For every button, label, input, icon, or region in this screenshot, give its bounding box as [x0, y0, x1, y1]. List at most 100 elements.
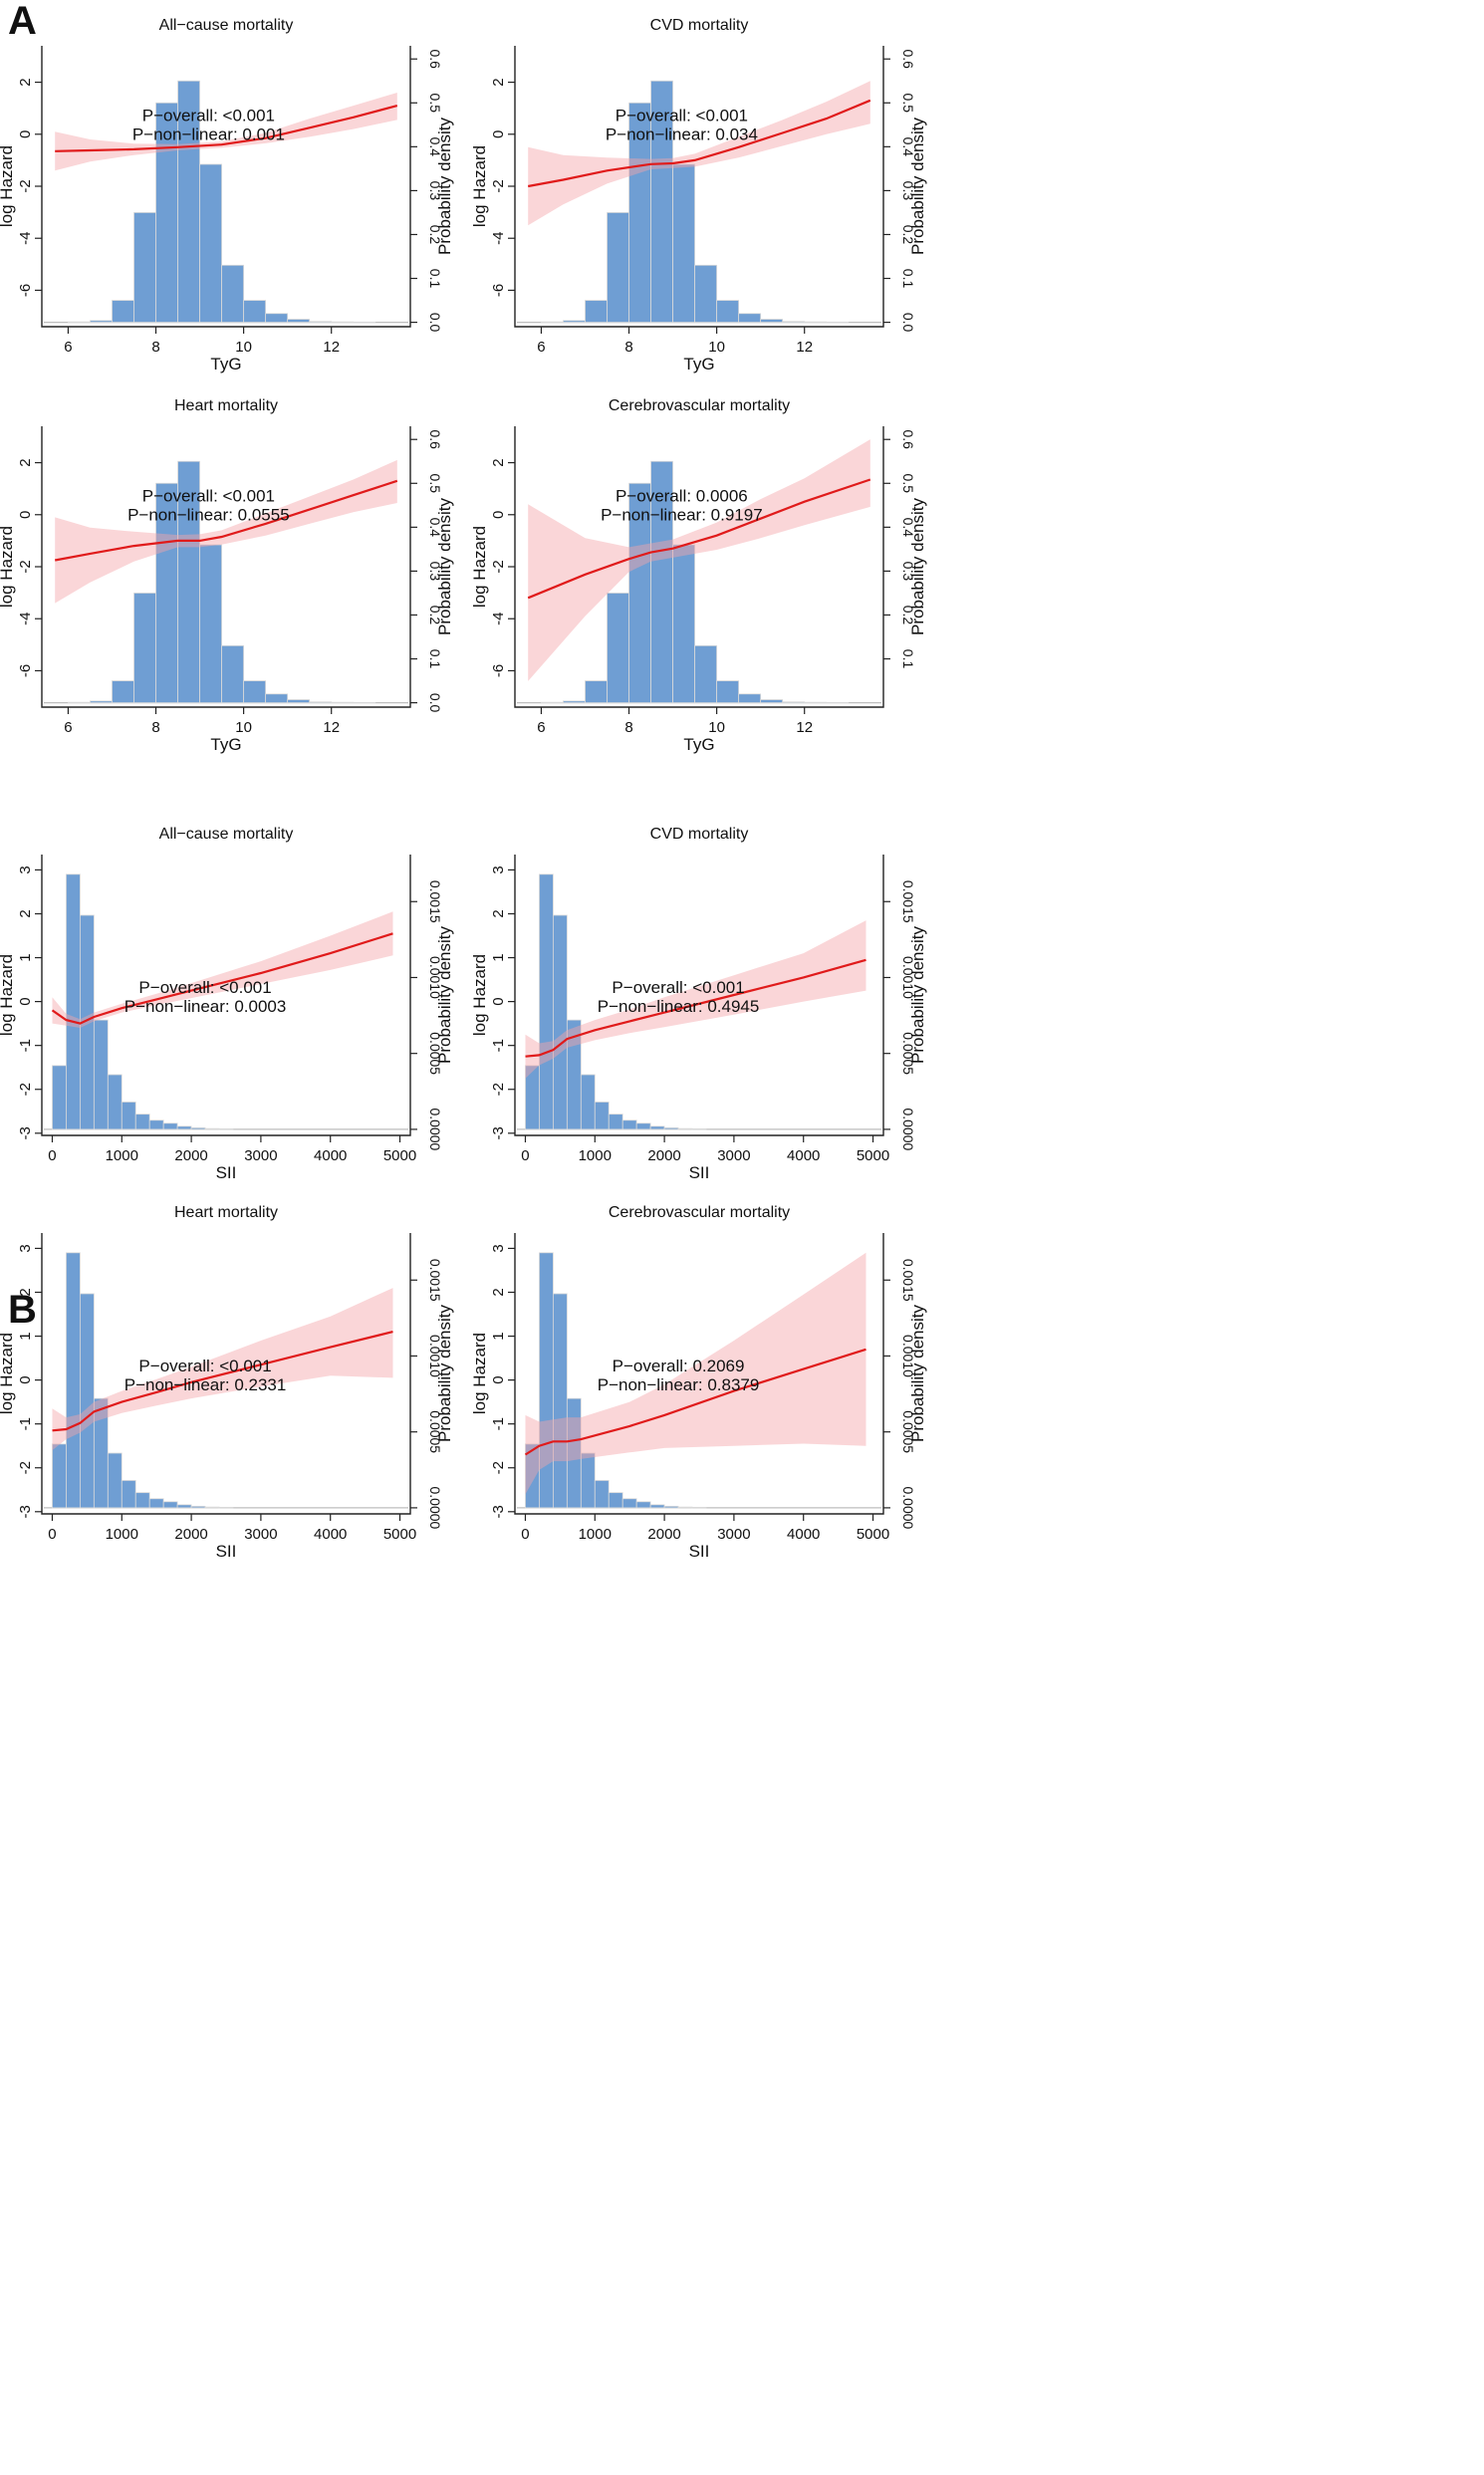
y-tick-label: -3: [17, 1505, 34, 1518]
y-tick-label: 2: [490, 1288, 507, 1296]
histogram-bar: [205, 1507, 219, 1508]
x-tick-label: 4000: [314, 1147, 347, 1164]
x-axis-label: SII: [689, 1542, 710, 1561]
histogram-bar: [563, 321, 585, 323]
y-tick-label: 0: [17, 130, 34, 138]
histogram-bar: [52, 1444, 66, 1508]
y-tick-label: -2: [490, 1083, 507, 1096]
p-overall-label: P−overall: <0.001: [616, 107, 748, 125]
histogram-bar: [761, 700, 783, 703]
y-tick-label: 0: [17, 511, 34, 519]
p-nonlinear-label: P−non−linear: 0.0003: [124, 997, 287, 1016]
y2-axis-label: Probability density: [435, 1305, 454, 1442]
x-tick-label: 8: [151, 339, 159, 356]
y-tick-label: 1: [17, 953, 34, 961]
histogram-bar: [650, 1505, 664, 1508]
y-axis-label: log Hazard: [0, 954, 16, 1036]
confidence-band: [528, 439, 870, 681]
histogram-bar: [90, 321, 112, 323]
histogram-bar: [553, 915, 567, 1129]
x-tick-label: 8: [624, 719, 632, 736]
x-tick-label: 12: [796, 719, 813, 736]
y-tick-label: -3: [490, 1505, 507, 1518]
histogram-bar: [205, 1128, 219, 1129]
x-axis-label: TyG: [210, 355, 241, 373]
x-tick-label: 12: [796, 339, 813, 356]
histogram-bar: [622, 1120, 636, 1129]
p-nonlinear-label: P−non−linear: 0.001: [132, 125, 285, 144]
histogram-bar: [163, 1502, 177, 1508]
y2-axis-label: Probability density: [435, 926, 454, 1064]
x-tick-label: 10: [708, 339, 725, 356]
histogram-bar: [585, 681, 607, 703]
y-tick-label: -1: [490, 1039, 507, 1052]
histogram-bar: [112, 681, 133, 703]
y2-axis-label: Probability density: [908, 926, 927, 1064]
y-tick-label: 2: [490, 78, 507, 86]
histogram-bar: [664, 1127, 678, 1129]
histogram-bar: [761, 320, 783, 323]
y-axis-label: log Hazard: [470, 954, 489, 1036]
chart-title: All−cause mortality: [159, 826, 294, 843]
y-tick-label: 1: [490, 1332, 507, 1340]
x-axis-label: TyG: [210, 735, 241, 754]
histogram-bar: [678, 1507, 692, 1508]
y-tick-label: -2: [17, 1083, 34, 1096]
histogram-bar: [539, 874, 553, 1129]
y-tick-label: 0: [490, 1375, 507, 1383]
histogram-bar: [135, 1114, 149, 1129]
y2-tick-label: 0.1: [427, 649, 443, 669]
p-overall-label: P−overall: <0.001: [138, 978, 271, 997]
histogram-bar: [288, 700, 310, 703]
x-tick-label: 5000: [383, 1147, 416, 1164]
x-tick-label: 0: [521, 1526, 529, 1543]
x-tick-label: 4000: [787, 1147, 820, 1164]
x-tick-label: 6: [64, 719, 72, 736]
histogram-bar: [673, 545, 695, 703]
x-tick-label: 1000: [579, 1147, 612, 1164]
histogram-bar: [739, 694, 761, 703]
histogram-bar: [135, 1493, 149, 1508]
x-tick-label: 1000: [106, 1147, 138, 1164]
chart-title: All−cause mortality: [159, 17, 294, 34]
x-tick-label: 3000: [244, 1147, 277, 1164]
histogram-bar: [310, 322, 332, 323]
y-tick-label: -2: [490, 560, 507, 573]
y-tick-label: -4: [17, 613, 34, 625]
histogram-bar: [122, 1480, 135, 1507]
histogram-bar: [266, 314, 288, 323]
x-tick-label: 3000: [717, 1147, 750, 1164]
histogram-bar: [94, 1020, 108, 1129]
y-tick-label: -2: [490, 179, 507, 192]
histogram-bar: [112, 301, 133, 323]
panel-letter-a: A: [8, 0, 37, 43]
histogram-bar: [581, 1453, 595, 1508]
histogram-bar: [563, 701, 585, 703]
histogram-bar: [539, 1253, 553, 1508]
y2-tick-label: 0.6: [427, 49, 443, 69]
y-tick-label: -3: [490, 1126, 507, 1139]
histogram-bar: [585, 301, 607, 323]
histogram-bar: [678, 1128, 692, 1129]
histogram-bar: [163, 1123, 177, 1129]
p-overall-label: P−overall: <0.001: [612, 978, 744, 997]
y-axis-label: log Hazard: [470, 1333, 489, 1414]
histogram-bar: [80, 1294, 94, 1508]
y2-tick-label: 0.1: [900, 649, 916, 669]
y2-axis-label: Probability density: [435, 118, 454, 255]
y-tick-label: -6: [490, 284, 507, 297]
histogram-bar: [310, 702, 332, 703]
x-tick-label: 1000: [106, 1526, 138, 1543]
y-tick-label: 3: [490, 866, 507, 873]
histogram-bar: [108, 1075, 122, 1129]
y2-tick-label: 0.1: [427, 269, 443, 289]
x-tick-label: 0: [48, 1147, 56, 1164]
y-tick-label: 2: [17, 458, 34, 466]
y-tick-label: -4: [490, 613, 507, 625]
x-tick-label: 10: [235, 719, 252, 736]
y-axis-label: log Hazard: [0, 145, 16, 227]
y-tick-label: -6: [17, 284, 34, 297]
